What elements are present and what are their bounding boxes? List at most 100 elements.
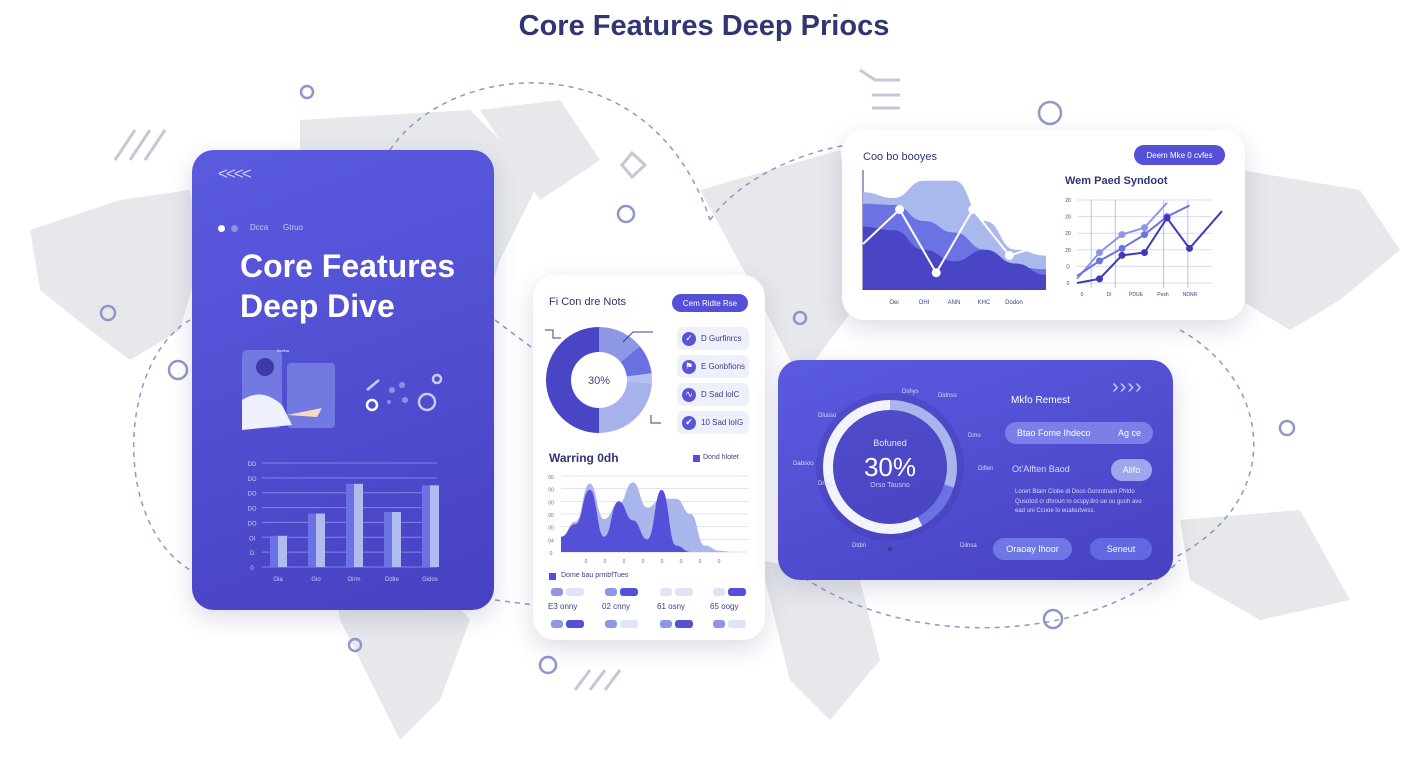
x-tick-label: Dodon (1005, 300, 1023, 306)
tag-pill[interactable] (566, 620, 584, 628)
check-badge-icon: ✓ (682, 331, 696, 346)
bar (384, 512, 393, 567)
feature-label: D Sad lolC (701, 390, 740, 399)
callout-line (545, 329, 561, 339)
nav-label[interactable]: Dcca (250, 223, 269, 232)
y-tick-label: D (1066, 264, 1070, 270)
donut-center-label: 30% (588, 375, 610, 387)
tag-pill[interactable] (660, 620, 672, 628)
ring-callout: Diflen (978, 466, 993, 472)
y-tick-label: DO (248, 521, 257, 527)
tag-pill[interactable] (551, 588, 563, 596)
trend-point (1004, 251, 1014, 260)
y-tick-label: Ol (249, 536, 255, 542)
tag-pill[interactable] (728, 588, 746, 596)
tag-pill[interactable] (675, 588, 693, 596)
x-tick-label: PDUE (1129, 292, 1144, 298)
ring-segment (889, 400, 957, 488)
y-tick-label: 20 (1065, 248, 1071, 254)
decorative-circles (99, 84, 1296, 675)
legend-label: Dond hlotet (703, 454, 739, 461)
section-heading: Mkfo Remest (1011, 395, 1070, 406)
option-button[interactable]: Alifo (1111, 459, 1152, 481)
y-tick-label: 20 (1065, 198, 1071, 204)
feature-list-item[interactable]: ∿ D Sad lolC (677, 383, 749, 406)
x-tick-label: 0 (661, 559, 664, 565)
area-series (561, 489, 748, 552)
bar (354, 483, 363, 567)
field-value: Ag ce (1117, 428, 1141, 438)
top-right-trends-card: Coo bo booyes Deem Mke 0 cvfes Oei OHI ANN… (842, 130, 1245, 320)
y-tick-label: 0 (250, 566, 254, 572)
trend-point (968, 205, 978, 214)
tag-pill[interactable] (675, 620, 693, 628)
person-pointer-icon: ⚑ (682, 359, 696, 374)
trend-point (931, 268, 941, 278)
progress-ring-chart: Dshys Didnso Dmo Diflen Dilnsa Dtdin Dneo Dabso… (793, 389, 993, 552)
tag-pill[interactable] (713, 588, 725, 596)
series-point (1163, 214, 1171, 222)
option-label: Ot'Alften Baod (1012, 464, 1070, 474)
series-point (1141, 224, 1148, 232)
ring-callout: Dneo (818, 481, 833, 487)
action-button[interactable]: Cem Ridte Rse (672, 294, 748, 312)
x-tick-label: 0 (623, 559, 626, 565)
feature-label: E Gonbfions (701, 362, 746, 371)
x-tick-label: NDNR (1183, 292, 1198, 298)
series-point (1096, 257, 1103, 265)
y-tick-label: DO (248, 507, 257, 513)
x-tick-label: 0 (1081, 292, 1084, 298)
chevrons-left-icon: <<<< (218, 164, 252, 183)
series-point (1186, 244, 1193, 252)
headline-line-2: Deep Dive (240, 288, 395, 324)
tag-pill[interactable] (660, 588, 672, 596)
series-point (1141, 249, 1148, 257)
x-tick-label: 0 (642, 559, 645, 565)
grid-label: E3 onny (548, 602, 578, 611)
feature-list-item[interactable]: ⚑ E Gonbfions (677, 355, 749, 378)
tag-pill[interactable] (566, 588, 584, 596)
nav-label[interactable]: Gtruo (283, 223, 304, 232)
feature-list-item[interactable]: ✓ D Gurfinrcs (677, 327, 749, 350)
y-tick-label: 20 (1065, 215, 1071, 221)
pager-dot[interactable] (231, 225, 238, 232)
series-point (1118, 251, 1126, 259)
tag-pill[interactable] (551, 620, 563, 628)
series-point (1141, 231, 1148, 239)
description-paragraph: Lorert Btam Ciobe di Doos Gonrotnam Phtd… (1015, 489, 1142, 514)
tag-pill[interactable] (620, 588, 638, 596)
y-tick-label: 20 (1065, 231, 1071, 237)
feature-label: 10 Sad loIG (701, 418, 744, 427)
y-tick-label: 00 (548, 500, 554, 506)
y-tick-label: D (250, 551, 255, 557)
area-chart-title: Warring 0dh (549, 451, 619, 465)
tag-pill[interactable] (728, 620, 746, 628)
x-tick-label: Oia (273, 577, 283, 583)
tag-pill[interactable] (620, 620, 638, 628)
donut-slice (626, 373, 652, 384)
ring-callout: Dtdin (852, 543, 866, 549)
legend-swatch (693, 455, 700, 462)
x-tick-label: Gio (311, 577, 321, 583)
tag-pill[interactable] (605, 620, 617, 628)
line-chart-title: Wem Paed Syndoot (1065, 175, 1168, 187)
bar (346, 483, 355, 567)
decorative-slashes (113, 68, 900, 691)
pager-dot-active[interactable] (218, 225, 225, 232)
y-tick-label: 00 (548, 488, 554, 494)
bar (316, 513, 325, 567)
action-button[interactable]: Deem Mke 0 cvfes (1134, 145, 1225, 165)
ring-callout: Dlusso (818, 413, 837, 419)
primary-button[interactable]: Oraoay Ihoor (993, 538, 1072, 560)
tag-pill[interactable] (713, 620, 725, 628)
checkmark-icon: ✔ (682, 415, 696, 430)
secondary-button[interactable]: Seneut (1090, 538, 1152, 560)
feature-list-item[interactable]: ✔ 10 Sad loIG (677, 411, 749, 434)
footer-legend: Dome bau prmbfTues (561, 572, 629, 579)
y-tick-label: DO (248, 492, 257, 498)
tag-pill[interactable] (605, 588, 617, 596)
y-tick-label: 04 (548, 538, 554, 544)
field-row[interactable]: Btao Fome Ihdeco Ag ce (1005, 422, 1153, 444)
stacked-area-chart: Oei OHI ANN KHC Dodon (862, 170, 1047, 306)
card-headline: Core Features Deep Dive (240, 246, 455, 326)
